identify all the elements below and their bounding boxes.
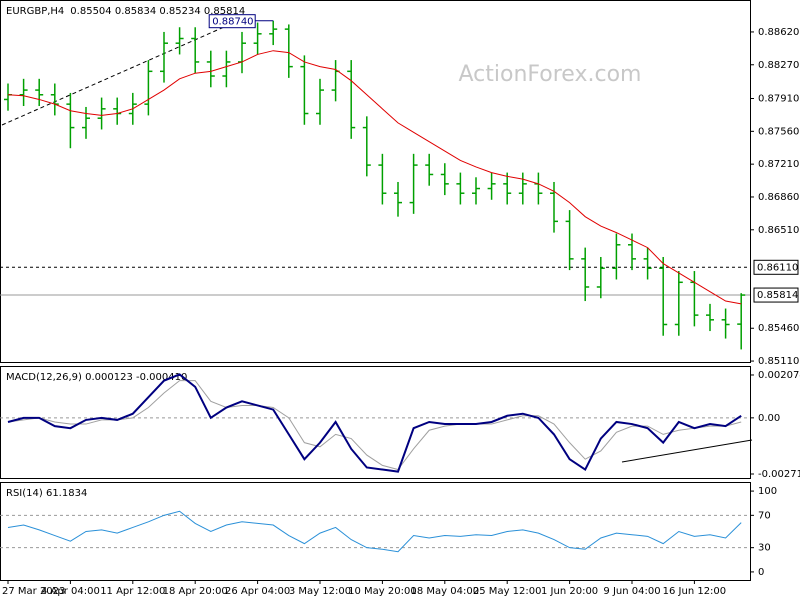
- annotation-box: [208, 14, 256, 29]
- x-tick-label: 3 May 12:00: [289, 586, 351, 597]
- series-line: [7, 510, 742, 553]
- series-line: [7, 373, 742, 473]
- level-label-box: [753, 287, 799, 303]
- macd-header: MACD(12,26,9) 0.000123 -0.000410: [6, 372, 187, 383]
- x-tick-label: 4 Apr 04:00: [41, 586, 100, 597]
- y-tick-label: 0.00: [758, 413, 780, 424]
- y-tick-label: 0.88270: [758, 60, 799, 71]
- y-tick-label: 0.002074: [758, 370, 800, 381]
- ohlc-readout: 0.85504 0.85834 0.85234 0.85814: [70, 6, 245, 17]
- y-tick-label: 100: [758, 486, 777, 497]
- x-tick-label: 18 May 04:00: [411, 586, 480, 597]
- x-tick-label: 25 May 12:00: [473, 586, 542, 597]
- price-header: EURGBP,H4 0.85504 0.85834 0.85234 0.85814: [6, 6, 245, 17]
- series-line: [7, 380, 742, 471]
- macd-panel: [0, 366, 751, 479]
- x-tick-label: 16 Jun 12:00: [663, 586, 727, 597]
- x-tick-label: 10 May 20:00: [348, 586, 417, 597]
- level-label-box: [753, 259, 799, 275]
- rsi-header: RSI(14) 61.1834: [6, 488, 87, 499]
- x-tick-label: 18 Apr 20:00: [163, 586, 228, 597]
- rsi-panel: [0, 482, 751, 581]
- x-tick-label: 27 Mar 2023: [2, 586, 65, 597]
- x-tick-label: 26 Apr 04:00: [225, 586, 290, 597]
- y-tick-label: 0.86510: [758, 225, 799, 236]
- level-label: 0.85814: [757, 290, 798, 301]
- trend-line: [621, 439, 753, 463]
- y-tick-label: 0.85110: [758, 356, 799, 367]
- y-tick-label: 0: [758, 567, 764, 578]
- x-tick-label: 11 Apr 12:00: [100, 586, 165, 597]
- price-panel: [0, 0, 751, 363]
- y-tick-label: 70: [758, 510, 771, 521]
- y-tick-label: 0.87210: [758, 159, 799, 170]
- x-tick-label: 1 Jun 20:00: [541, 586, 598, 597]
- y-tick-label: 0.87910: [758, 94, 799, 105]
- watermark: ActionForex.com: [459, 62, 642, 87]
- level-label: 0.86110: [757, 262, 798, 273]
- y-tick-label: 0.86860: [758, 192, 799, 203]
- y-tick-label: 0.87560: [758, 126, 799, 137]
- moving-average: [7, 50, 742, 305]
- symbol: EURGBP,H4: [6, 6, 64, 17]
- y-tick-label: 0.88620: [758, 27, 799, 38]
- trend-line: [1, 19, 241, 126]
- y-tick-label: 0.85460: [758, 323, 799, 334]
- y-tick-label: -0.002716: [758, 469, 800, 480]
- annotation-label: 0.88740: [212, 17, 253, 28]
- y-tick-label: 30: [758, 543, 771, 554]
- x-tick-label: 9 Jun 04:00: [603, 586, 660, 597]
